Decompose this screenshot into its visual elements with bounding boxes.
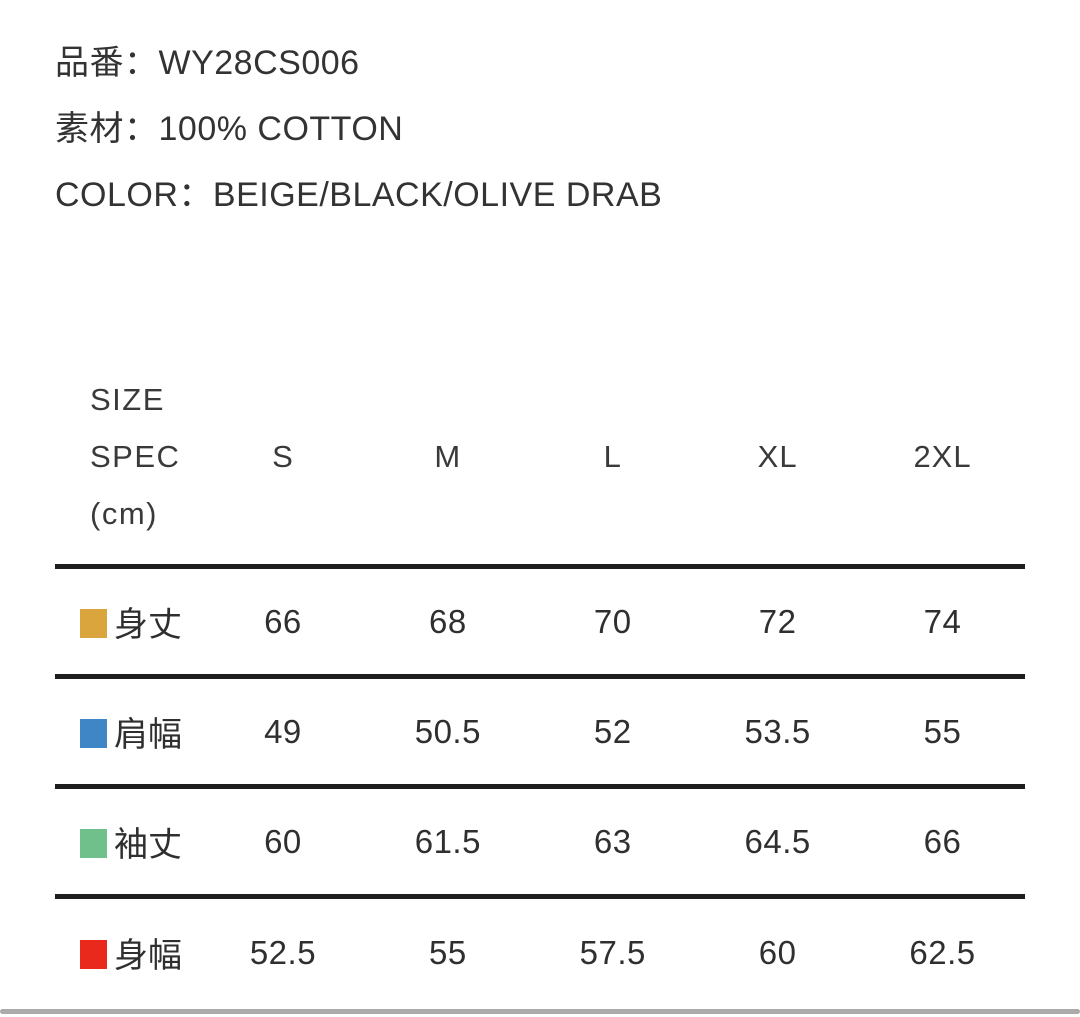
table-row-sleeve-length: 袖丈 60 61.5 63 64.5 66 bbox=[55, 786, 1025, 897]
cell-value: 72 bbox=[758, 602, 797, 640]
color-label: COLOR bbox=[55, 176, 179, 214]
color-line: COLOR：BEIGE/BLACK/OLIVE DRAB bbox=[55, 162, 1025, 228]
material-separator: ： bbox=[124, 110, 159, 148]
item-number-value: WY28CS006 bbox=[158, 44, 360, 82]
cell-value: 60 bbox=[264, 822, 302, 860]
color-value: BEIGE/BLACK/OLIVE DRAB bbox=[212, 176, 663, 214]
item-number-line: 品番：WY28CS006 bbox=[55, 30, 1025, 96]
table-row-shoulder-width: 肩幅 49 50.5 52 53.5 55 bbox=[55, 676, 1025, 787]
column-header-l: L bbox=[603, 438, 622, 474]
row-label-text: 身丈 bbox=[114, 606, 182, 644]
row-label-body-length: 身丈 bbox=[55, 567, 201, 677]
cell-value: 62.5 bbox=[909, 933, 976, 971]
cell-value: 50.5 bbox=[414, 712, 481, 750]
header-line-size: SIZE bbox=[90, 382, 165, 417]
green-swatch-icon bbox=[80, 829, 107, 858]
cell-value: 52 bbox=[593, 712, 632, 750]
cell-value: 61.5 bbox=[414, 822, 481, 860]
bottom-divider bbox=[0, 1009, 1080, 1014]
blue-swatch-icon bbox=[80, 719, 107, 748]
cell-value: 66 bbox=[923, 822, 962, 860]
table-row-body-width: 身幅 52.5 55 57.5 60 62.5 bbox=[55, 896, 1025, 1007]
column-header-m: M bbox=[434, 438, 462, 474]
red-swatch-icon bbox=[80, 940, 107, 970]
cell-value: 55 bbox=[428, 933, 467, 971]
item-number-label: 品番 bbox=[55, 44, 124, 82]
column-header-xl: XL bbox=[757, 438, 798, 474]
cell-value: 49 bbox=[264, 712, 302, 750]
item-number-separator: ： bbox=[124, 44, 159, 82]
column-header-s: S bbox=[272, 438, 294, 474]
row-label-shoulder-width: 肩幅 bbox=[55, 677, 201, 787]
cell-value: 63 bbox=[593, 822, 632, 860]
cell-value: 74 bbox=[923, 602, 962, 640]
row-label-body-width: 身幅 bbox=[55, 897, 201, 1007]
product-info: 品番：WY28CS006 素材：100% COTTON COLOR：BEIGE/… bbox=[55, 0, 1025, 228]
cell-value: 64.5 bbox=[744, 822, 811, 860]
row-label-text: 袖丈 bbox=[114, 826, 182, 864]
cell-value: 60 bbox=[758, 933, 797, 971]
cell-value: 68 bbox=[428, 602, 467, 640]
table-header-row: SIZE SPEC (cm) S M L XL 2XL bbox=[55, 370, 1025, 567]
material-label: 素材 bbox=[55, 110, 124, 148]
gold-swatch-icon bbox=[80, 609, 107, 638]
table-row-body-length: 身丈 66 68 70 72 74 bbox=[55, 566, 1025, 677]
cell-value: 55 bbox=[923, 712, 962, 750]
cell-value: 57.5 bbox=[579, 933, 646, 971]
cell-value: 66 bbox=[264, 602, 302, 640]
size-spec-table: SIZE SPEC (cm) S M L XL 2XL 身丈 66 68 70 … bbox=[55, 370, 1025, 1007]
color-separator: ： bbox=[178, 176, 213, 214]
header-line-spec: SPEC bbox=[90, 439, 181, 474]
material-value: 100% COTTON bbox=[158, 110, 404, 148]
cell-value: 52.5 bbox=[249, 933, 317, 971]
cell-value: 53.5 bbox=[744, 712, 811, 750]
table-corner-label: SIZE SPEC (cm) bbox=[55, 370, 201, 567]
column-header-2xl: 2XL bbox=[913, 438, 972, 474]
row-label-text: 肩幅 bbox=[114, 716, 182, 754]
material-line: 素材：100% COTTON bbox=[55, 96, 1025, 162]
cell-value: 70 bbox=[593, 602, 632, 640]
header-line-cm: (cm) bbox=[90, 496, 158, 531]
row-label-sleeve-length: 袖丈 bbox=[55, 787, 201, 897]
row-label-text: 身幅 bbox=[114, 937, 182, 976]
